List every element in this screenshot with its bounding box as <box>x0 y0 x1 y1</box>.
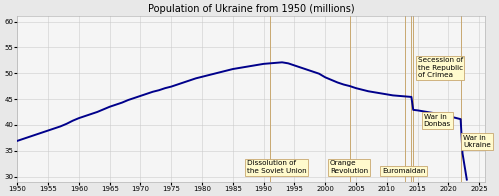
Text: Dissolution of
the Soviet Union: Dissolution of the Soviet Union <box>247 160 306 174</box>
Title: Population of Ukraine from 1950 (millions): Population of Ukraine from 1950 (million… <box>148 4 355 14</box>
Text: War in
Donbas: War in Donbas <box>424 114 451 127</box>
Text: War in
Ukraine: War in Ukraine <box>463 135 491 148</box>
Text: Euromaidan: Euromaidan <box>382 168 425 174</box>
Text: Secession of
the Republic
of Crimea: Secession of the Republic of Crimea <box>418 57 463 78</box>
Text: Orange
Revolution: Orange Revolution <box>330 160 368 174</box>
